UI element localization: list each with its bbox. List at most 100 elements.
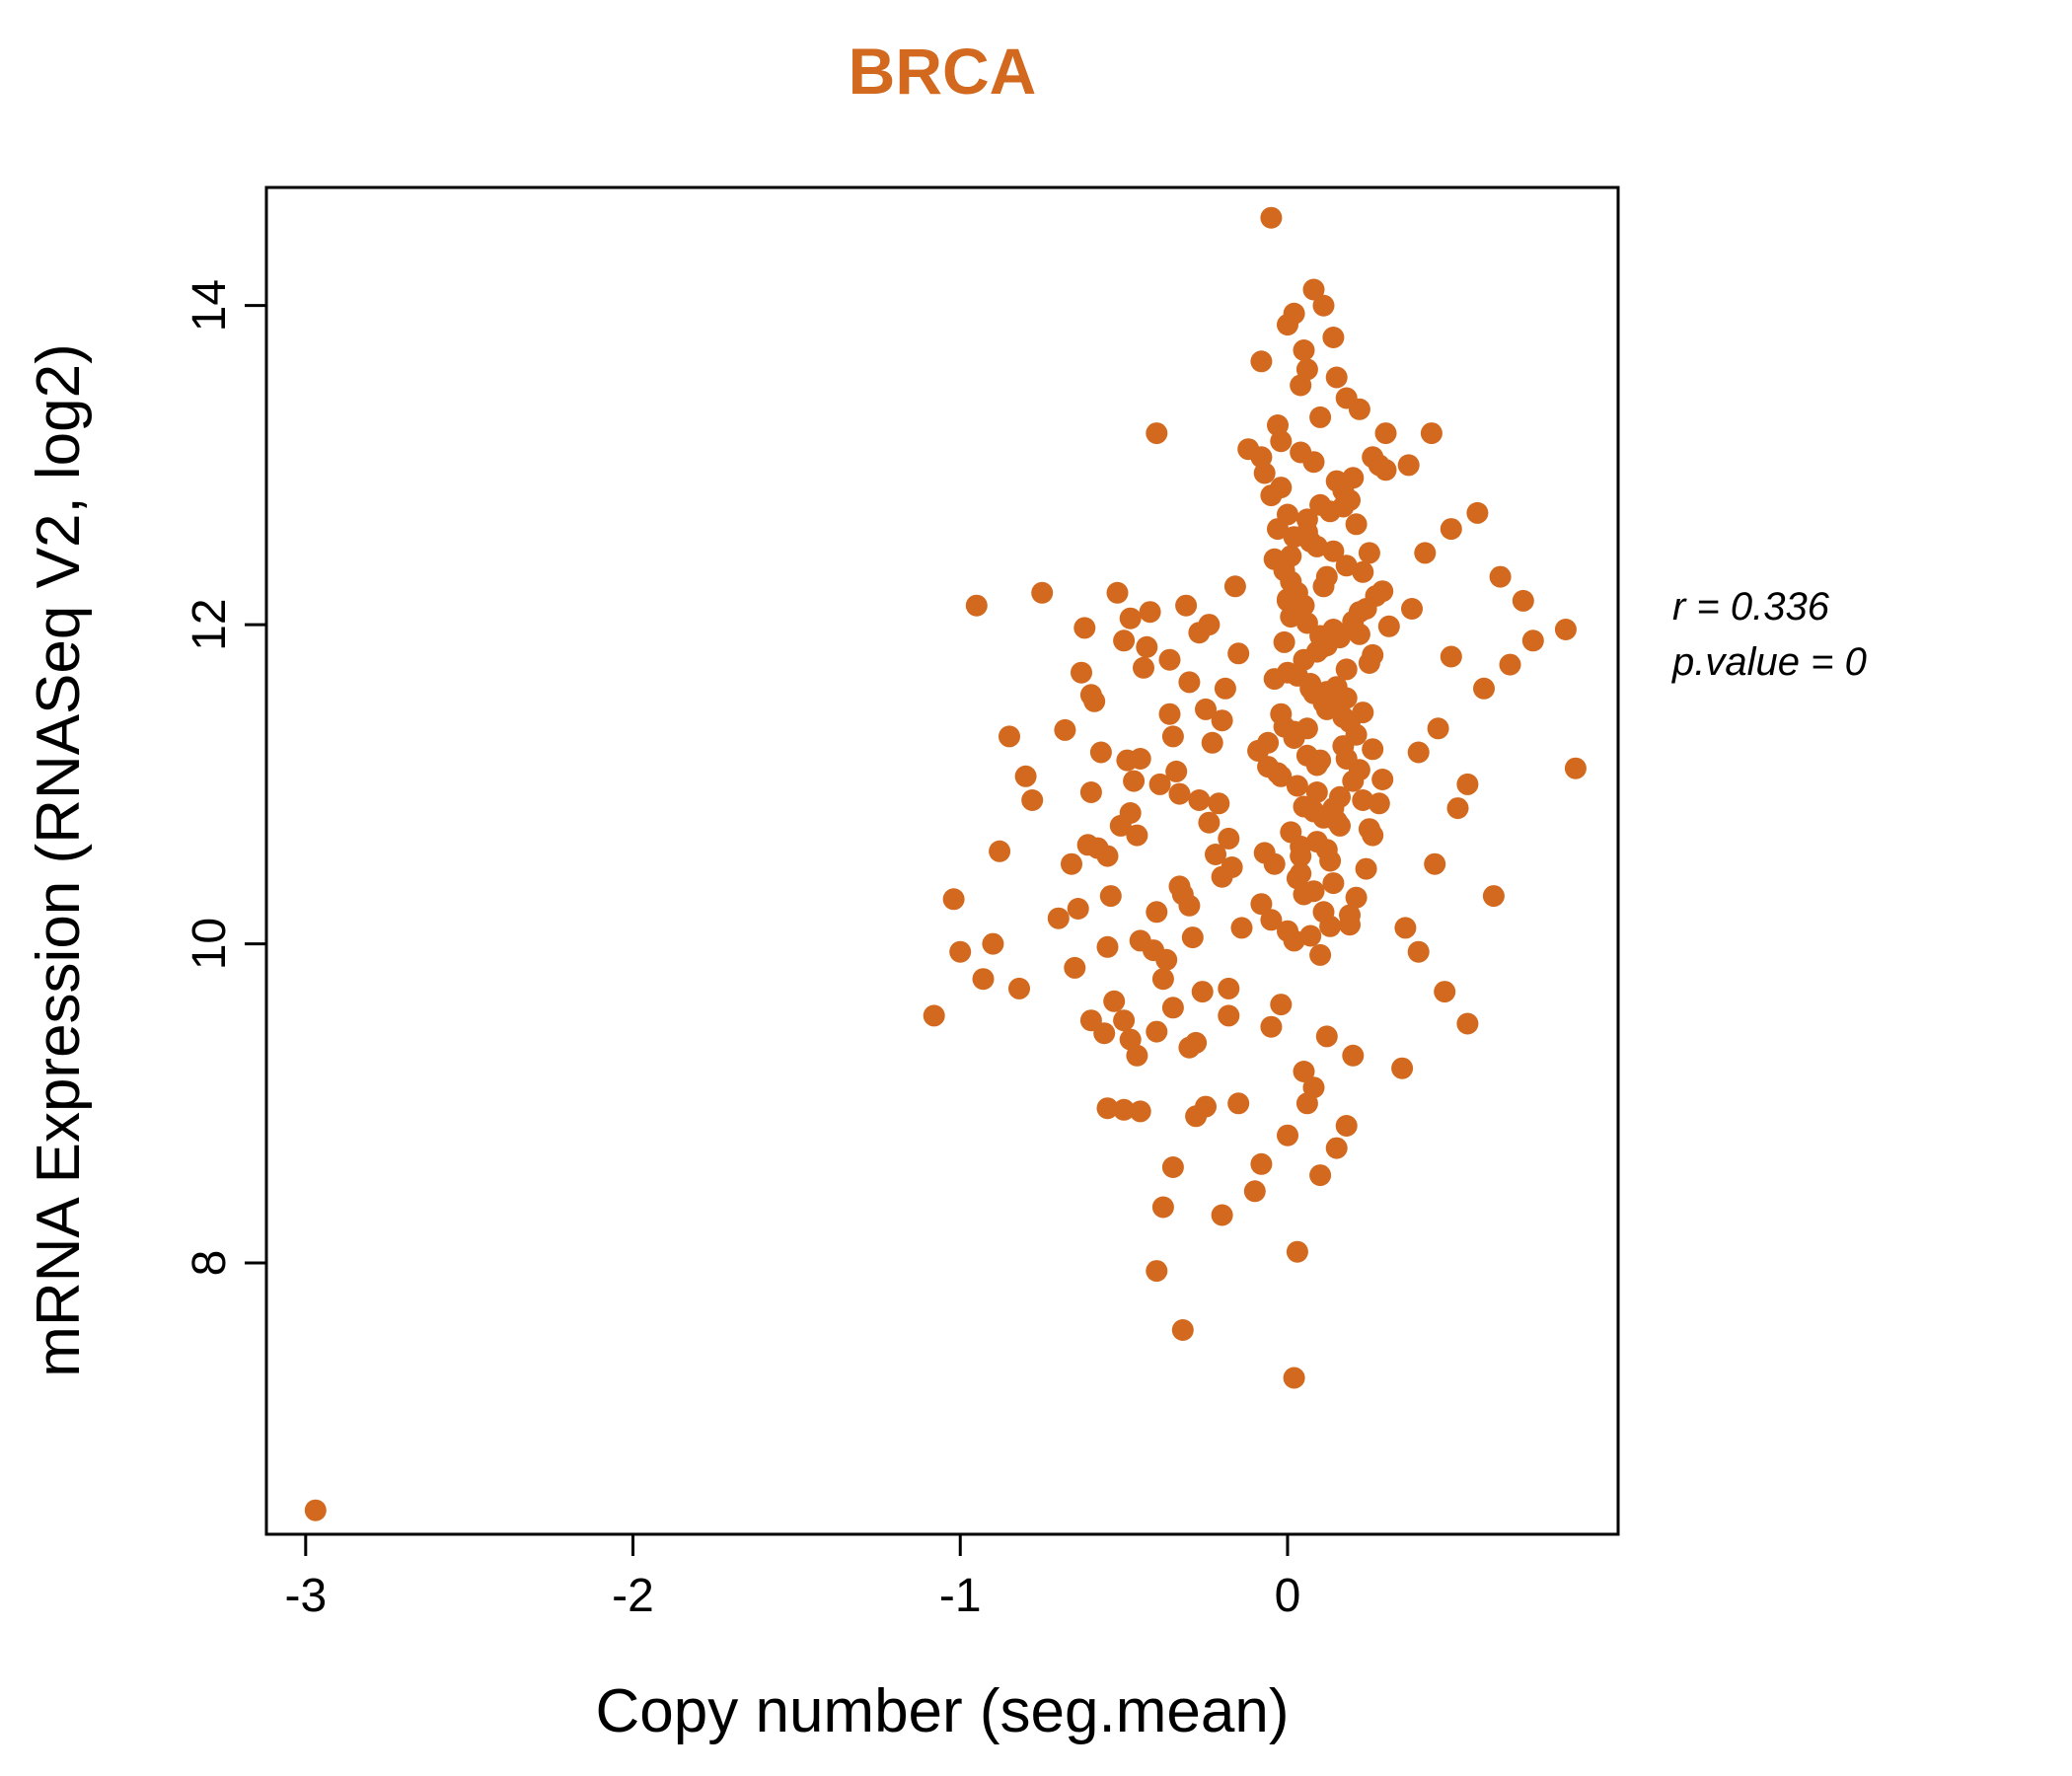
data-point <box>1377 615 1400 637</box>
data-point <box>1191 981 1214 1003</box>
data-point <box>1151 968 1174 991</box>
data-point <box>1113 1098 1136 1121</box>
data-point <box>1424 852 1446 875</box>
data-point <box>1250 1152 1273 1175</box>
data-point <box>1322 327 1345 348</box>
y-tick-label: 8 <box>184 1250 236 1277</box>
data-point <box>1335 748 1358 770</box>
data-point <box>1280 606 1302 629</box>
data-point <box>1489 565 1512 588</box>
data-point <box>1260 1015 1283 1038</box>
data-point <box>1332 480 1355 502</box>
data-point <box>1205 844 1226 865</box>
data-point <box>1466 501 1489 524</box>
data-point <box>1293 648 1315 671</box>
data-point <box>1293 883 1315 906</box>
data-point <box>1161 725 1184 748</box>
data-point <box>1227 642 1250 665</box>
data-point <box>1348 398 1370 420</box>
data-point <box>1064 956 1086 979</box>
data-point <box>1237 438 1260 461</box>
data-point <box>1315 1025 1338 1048</box>
data-point <box>1440 645 1462 668</box>
data-point <box>1342 1044 1365 1067</box>
data-point <box>1312 294 1335 317</box>
data-point <box>1302 278 1325 301</box>
data-point <box>1211 709 1233 732</box>
data-point <box>1181 926 1204 949</box>
data-point <box>1096 845 1119 867</box>
data-point <box>1299 677 1322 700</box>
y-axis-ticks: 8 10 12 14 <box>184 279 266 1276</box>
data-point <box>1322 797 1345 820</box>
data-point <box>1096 935 1119 958</box>
data-point <box>1257 731 1280 754</box>
data-point <box>1119 607 1142 629</box>
data-point <box>1335 1115 1358 1137</box>
data-point <box>1283 526 1305 549</box>
x-tick-label: -1 <box>939 1570 982 1622</box>
data-point <box>1109 814 1132 837</box>
data-point <box>1358 542 1380 564</box>
x-axis-ticks: -3 -2 -1 0 <box>284 1534 1300 1622</box>
data-point <box>1446 797 1469 820</box>
data-point <box>1394 917 1417 939</box>
data-point <box>1277 920 1298 942</box>
data-point <box>1286 775 1308 797</box>
x-tick-label: 0 <box>1275 1570 1301 1622</box>
data-point <box>1305 535 1328 557</box>
data-point <box>1185 1105 1208 1128</box>
data-point <box>1168 782 1191 805</box>
data-point <box>1263 668 1286 691</box>
data-point <box>1319 695 1342 717</box>
data-point <box>1119 1028 1142 1051</box>
data-point <box>1079 1009 1102 1032</box>
data-point <box>1143 939 1164 962</box>
data-point <box>1554 619 1577 640</box>
y-tick-label: 10 <box>184 918 236 970</box>
data-point <box>1345 723 1368 746</box>
data-point <box>304 1499 327 1521</box>
data-point <box>1305 781 1328 803</box>
data-point <box>1067 898 1089 920</box>
data-point <box>1270 477 1293 499</box>
data-point <box>1312 575 1335 598</box>
data-point <box>1270 994 1293 1016</box>
data-point <box>1151 1196 1174 1219</box>
data-point <box>982 932 1004 955</box>
data-point <box>1195 698 1217 720</box>
data-point <box>1309 943 1332 966</box>
data-point <box>942 888 965 911</box>
data-point <box>1273 559 1295 582</box>
data-point <box>1208 792 1230 815</box>
data-point <box>1277 1124 1298 1147</box>
data-point <box>1352 560 1374 583</box>
data-point <box>1250 350 1273 373</box>
data-point <box>1427 717 1449 740</box>
data-point <box>1322 872 1345 895</box>
data-point <box>1267 518 1289 541</box>
data-point <box>1290 862 1312 885</box>
data-point <box>1113 629 1136 652</box>
data-point <box>1499 653 1521 676</box>
data-point <box>1407 940 1430 963</box>
data-point <box>1345 513 1368 536</box>
y-tick-label: 14 <box>184 279 236 332</box>
data-point <box>1401 598 1423 620</box>
data-point <box>1083 690 1106 712</box>
data-point <box>1054 718 1076 741</box>
data-point <box>1352 702 1374 724</box>
data-point <box>1295 717 1318 740</box>
data-point <box>1362 738 1384 761</box>
data-point <box>1171 1319 1194 1341</box>
data-point <box>1482 885 1505 908</box>
x-tick-label: -2 <box>612 1570 654 1622</box>
data-point <box>1270 765 1293 787</box>
data-point <box>1352 789 1374 811</box>
data-point <box>1146 1260 1168 1283</box>
data-point <box>1113 1009 1136 1032</box>
data-point <box>1420 422 1443 445</box>
data-point <box>1099 885 1122 908</box>
data-point <box>1211 1204 1233 1226</box>
data-point <box>1071 661 1092 684</box>
